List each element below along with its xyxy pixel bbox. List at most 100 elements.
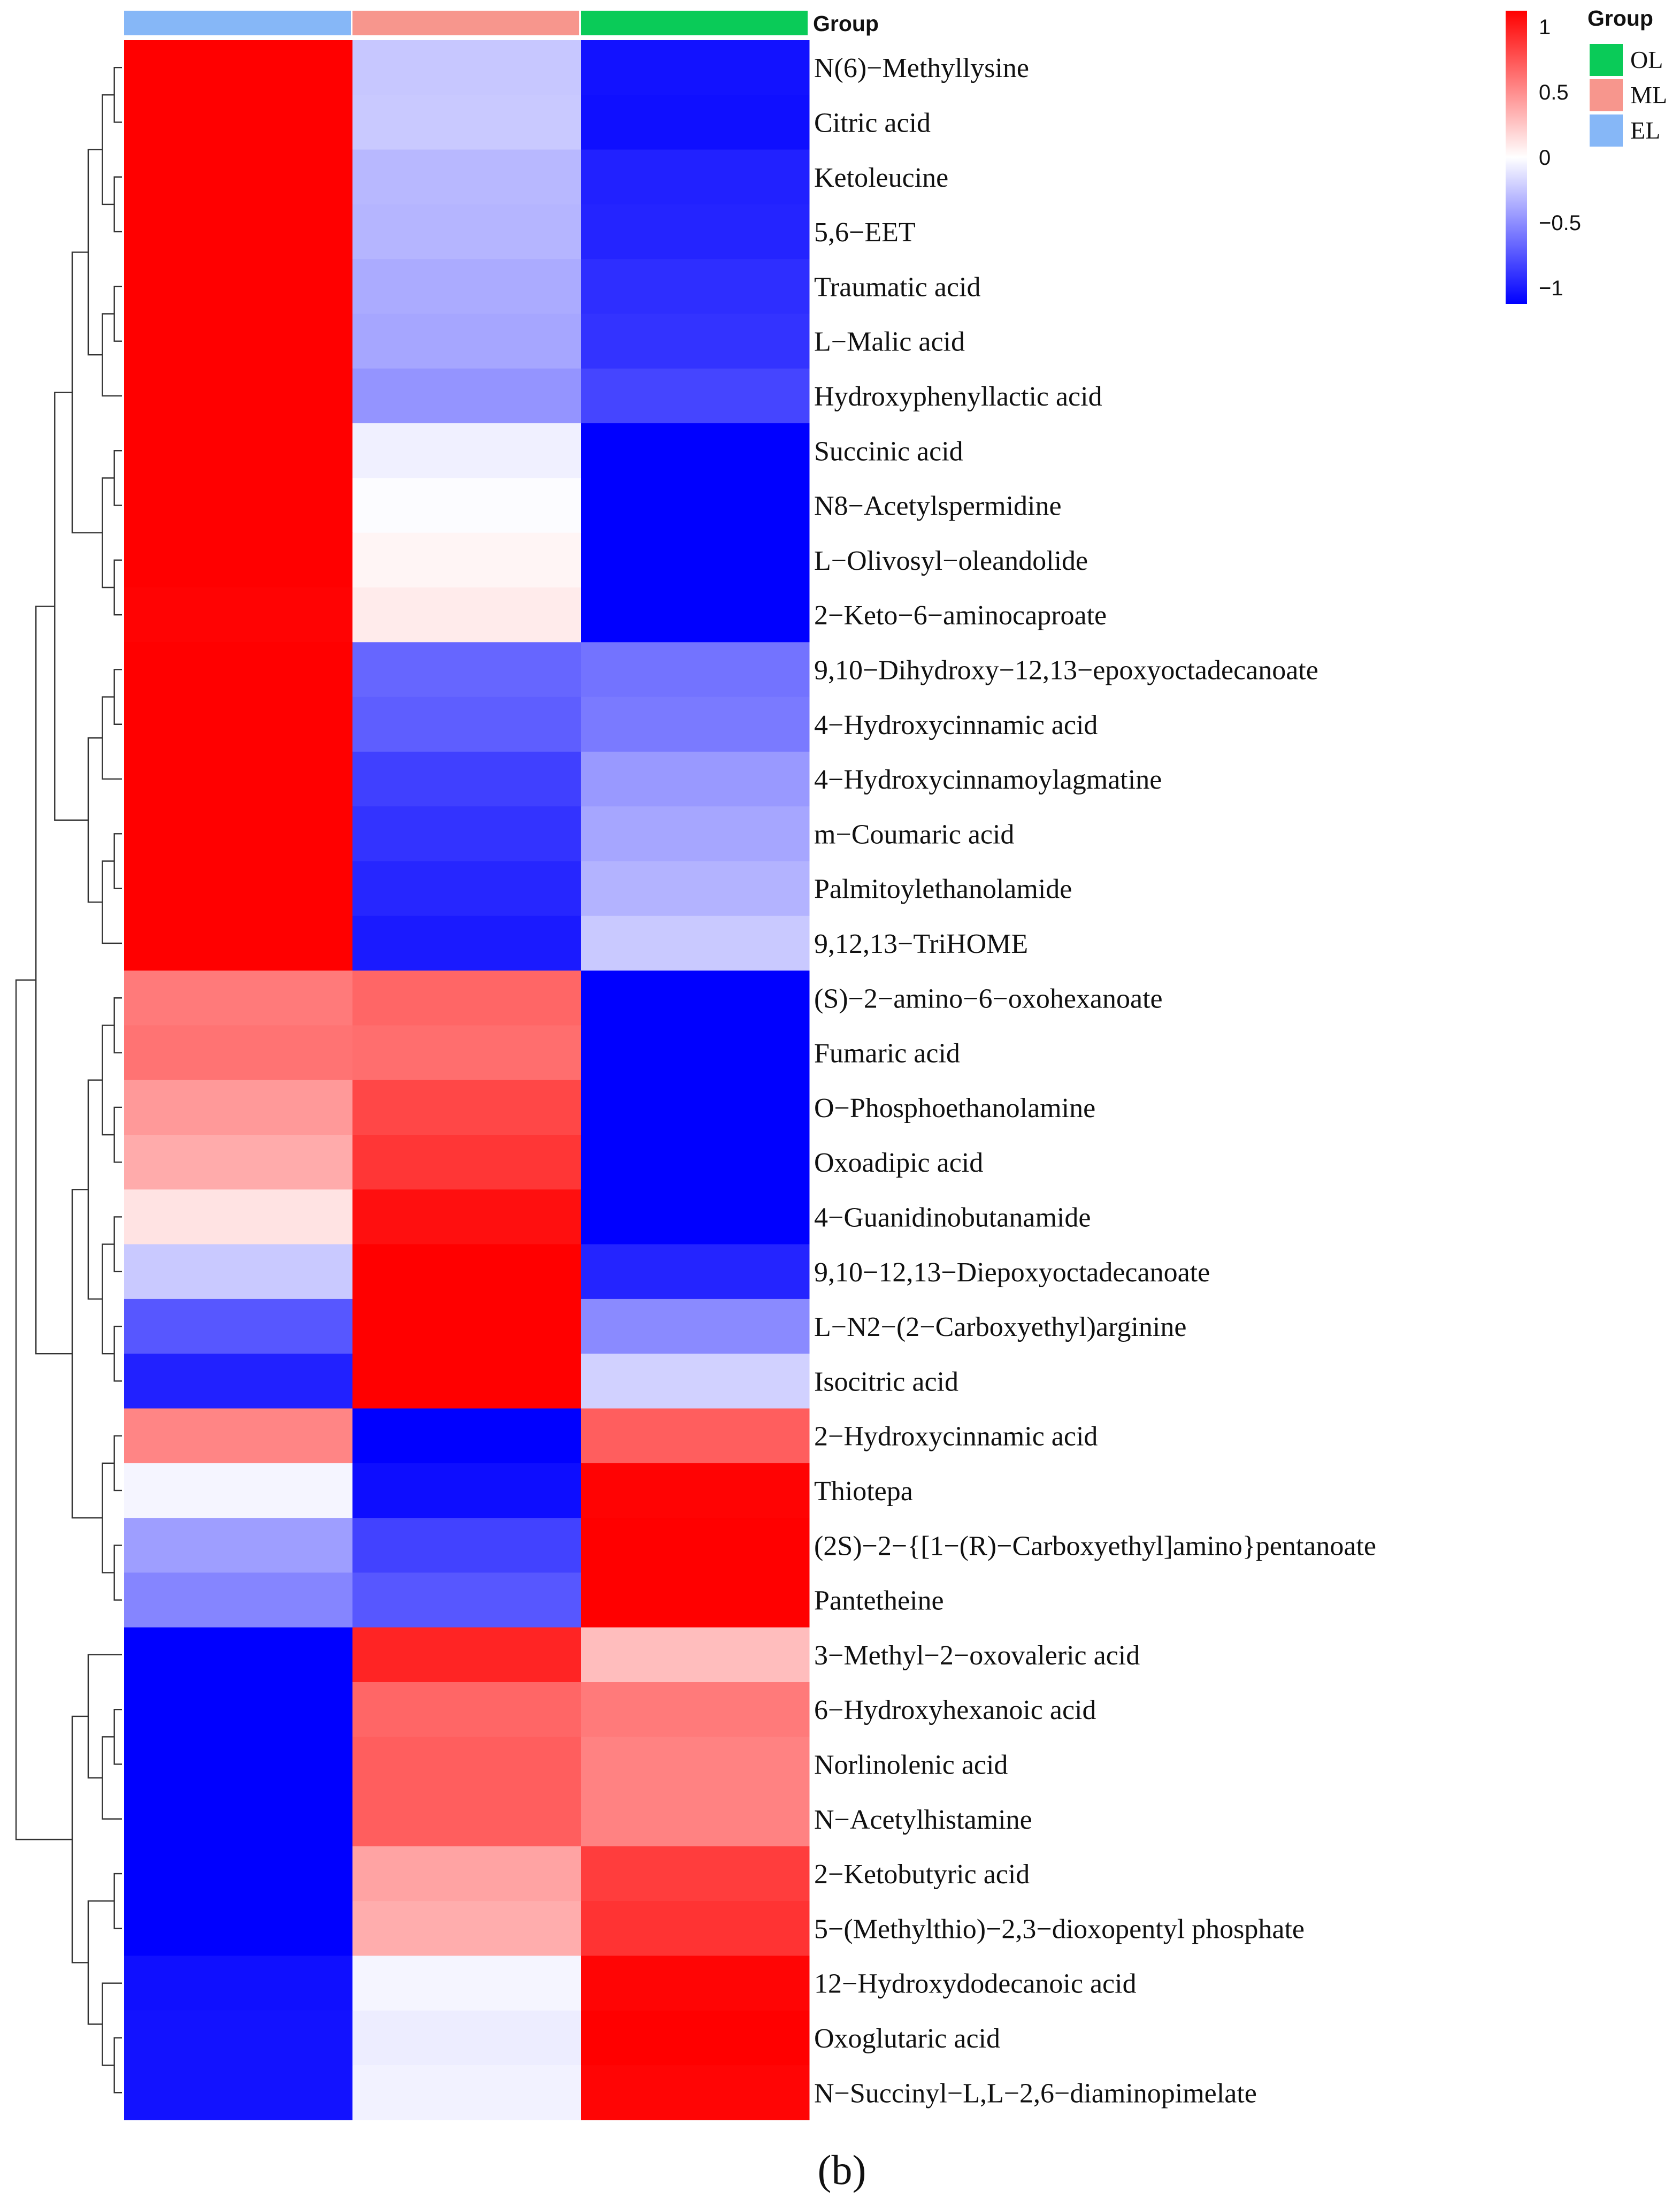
dendrogram-branch	[113, 559, 122, 616]
row-label: 2−Hydroxycinnamic acid	[814, 1422, 1098, 1452]
heatmap-cell	[352, 1354, 581, 1409]
heatmap-cell	[352, 1298, 581, 1354]
row-label: L−Olivosyl−oleandolide	[814, 546, 1088, 576]
heatmap-cell	[581, 1080, 810, 1135]
row-label: L−Malic acid	[814, 327, 965, 357]
heatmap-cell	[352, 1737, 581, 1792]
heatmap-cell	[581, 1846, 810, 1901]
heatmap-cell	[124, 1298, 353, 1354]
heatmap-cell	[352, 1518, 581, 1573]
row-label: Hydroxyphenyllactic acid	[814, 381, 1102, 412]
heatmap-cell	[581, 1682, 810, 1737]
dendrogram-branch	[113, 1325, 122, 1382]
heatmap-cell	[124, 1737, 353, 1792]
heatmap-cell	[581, 915, 810, 971]
heatmap-cell	[124, 423, 353, 478]
row-label: Palmitoylethanolamide	[814, 874, 1072, 905]
color-scale-tick-label: −0.5	[1539, 211, 1581, 235]
dendrogram-branch	[71, 251, 103, 533]
heatmap-cells	[124, 40, 810, 2120]
heatmap-cell	[124, 95, 353, 150]
dendrogram-branch	[113, 66, 122, 123]
color-scale-legend: 1 0.5 0 −0.5 −1	[1506, 11, 1581, 304]
heatmap-cell	[352, 806, 581, 861]
heatmap-cell	[581, 1955, 810, 2011]
heatmap-cell	[581, 1408, 810, 1464]
heatmap-cell	[124, 1955, 353, 2011]
dendrogram-branch	[113, 450, 122, 506]
dendrogram-branch	[102, 477, 114, 589]
row-label: (S)−2−amino−6−oxohexanoate	[814, 983, 1163, 1014]
dendrogram-branch	[54, 392, 88, 821]
dendrogram-branch	[113, 286, 122, 342]
dendrogram-branch	[71, 1715, 88, 1964]
dendrogram-branch	[102, 1462, 114, 1573]
legend-label: EL	[1630, 117, 1660, 144]
heatmap-cell	[352, 368, 581, 424]
row-label: Succinic acid	[814, 436, 963, 467]
row-label: 9,10−12,13−Diepoxyoctadecanoate	[814, 1257, 1210, 1288]
dendrogram-branch	[102, 1736, 122, 1820]
heatmap-cell	[581, 1737, 810, 1792]
heatmap-cell	[352, 1135, 581, 1190]
dendrogram-branch	[102, 1243, 114, 1355]
color-scale-tick-label: 0.5	[1539, 81, 1569, 104]
heatmap-cell	[124, 2065, 353, 2120]
row-label: 4−Guanidinobutanamide	[814, 1202, 1091, 1233]
heatmap-cell	[352, 1901, 581, 1956]
row-label: 6−Hydroxyhexanoic acid	[814, 1695, 1096, 1725]
heatmap-cell	[581, 751, 810, 807]
heatmap-cell	[581, 423, 810, 478]
dendrogram-branch	[113, 1545, 122, 1601]
heatmap-cell	[581, 1791, 810, 1847]
heatmap-cell	[581, 1025, 810, 1081]
color-scale-tick-label: 1	[1539, 16, 1551, 39]
heatmap-cell	[581, 1244, 810, 1300]
heatmap-cell	[581, 642, 810, 698]
row-label: Pantetheine	[814, 1586, 944, 1616]
row-label: 5−(Methylthio)−2,3−dioxopentyl phosphate	[814, 1914, 1305, 1944]
heatmap-cell	[352, 2065, 581, 2120]
heatmap-cell	[124, 1025, 353, 1081]
heatmap-cell	[124, 1627, 353, 1683]
dendrogram-branch	[113, 176, 122, 233]
row-label: 9,10−Dihydroxy−12,13−epoxyoctadecanoate	[814, 655, 1318, 685]
heatmap-cell	[352, 642, 581, 698]
heatmap-cell	[581, 1135, 810, 1190]
heatmap-cell	[352, 861, 581, 916]
dendrogram-branch	[102, 1025, 114, 1136]
group-legend: Group OL ML EL	[1587, 6, 1667, 147]
dendrogram-branch	[102, 860, 122, 944]
heatmap-cell	[352, 1572, 581, 1628]
dendrogram-branch	[102, 696, 122, 780]
heatmap-cell	[581, 1463, 810, 1518]
heatmap-cell	[124, 40, 353, 95]
heatmap-cell	[124, 532, 353, 588]
dendrogram-branch	[113, 1873, 122, 1929]
dendrogram-branch	[71, 1189, 103, 1519]
dendrogram-branch	[87, 1654, 122, 1779]
dendrogram-branch	[102, 313, 122, 397]
heatmap-cell	[124, 1244, 353, 1300]
heatmap-cell	[352, 149, 581, 205]
heatmap-cell	[352, 915, 581, 971]
heatmap-cell	[124, 1135, 353, 1190]
heatmap-cell	[581, 697, 810, 752]
annotation-cell-ol	[581, 11, 808, 35]
heatmap-cell	[581, 806, 810, 861]
heatmap-cell	[581, 149, 810, 205]
row-label: N−Acetylhistamine	[814, 1805, 1032, 1835]
row-dendrogram	[15, 66, 122, 2094]
heatmap-cell	[352, 697, 581, 752]
annotation-cell-ml	[352, 11, 579, 35]
heatmap-cell	[352, 423, 581, 478]
heatmap-cell	[124, 2010, 353, 2066]
heatmap-cell	[124, 1354, 353, 1409]
heatmap-cell	[352, 587, 581, 643]
row-label: 12−Hydroxydodecanoic acid	[814, 1969, 1137, 1999]
heatmap-cell	[352, 2010, 581, 2066]
heatmap-cell	[352, 478, 581, 533]
heatmap-cell	[352, 314, 581, 369]
heatmap-cell	[581, 1627, 810, 1683]
heatmap-cell	[581, 1572, 810, 1628]
